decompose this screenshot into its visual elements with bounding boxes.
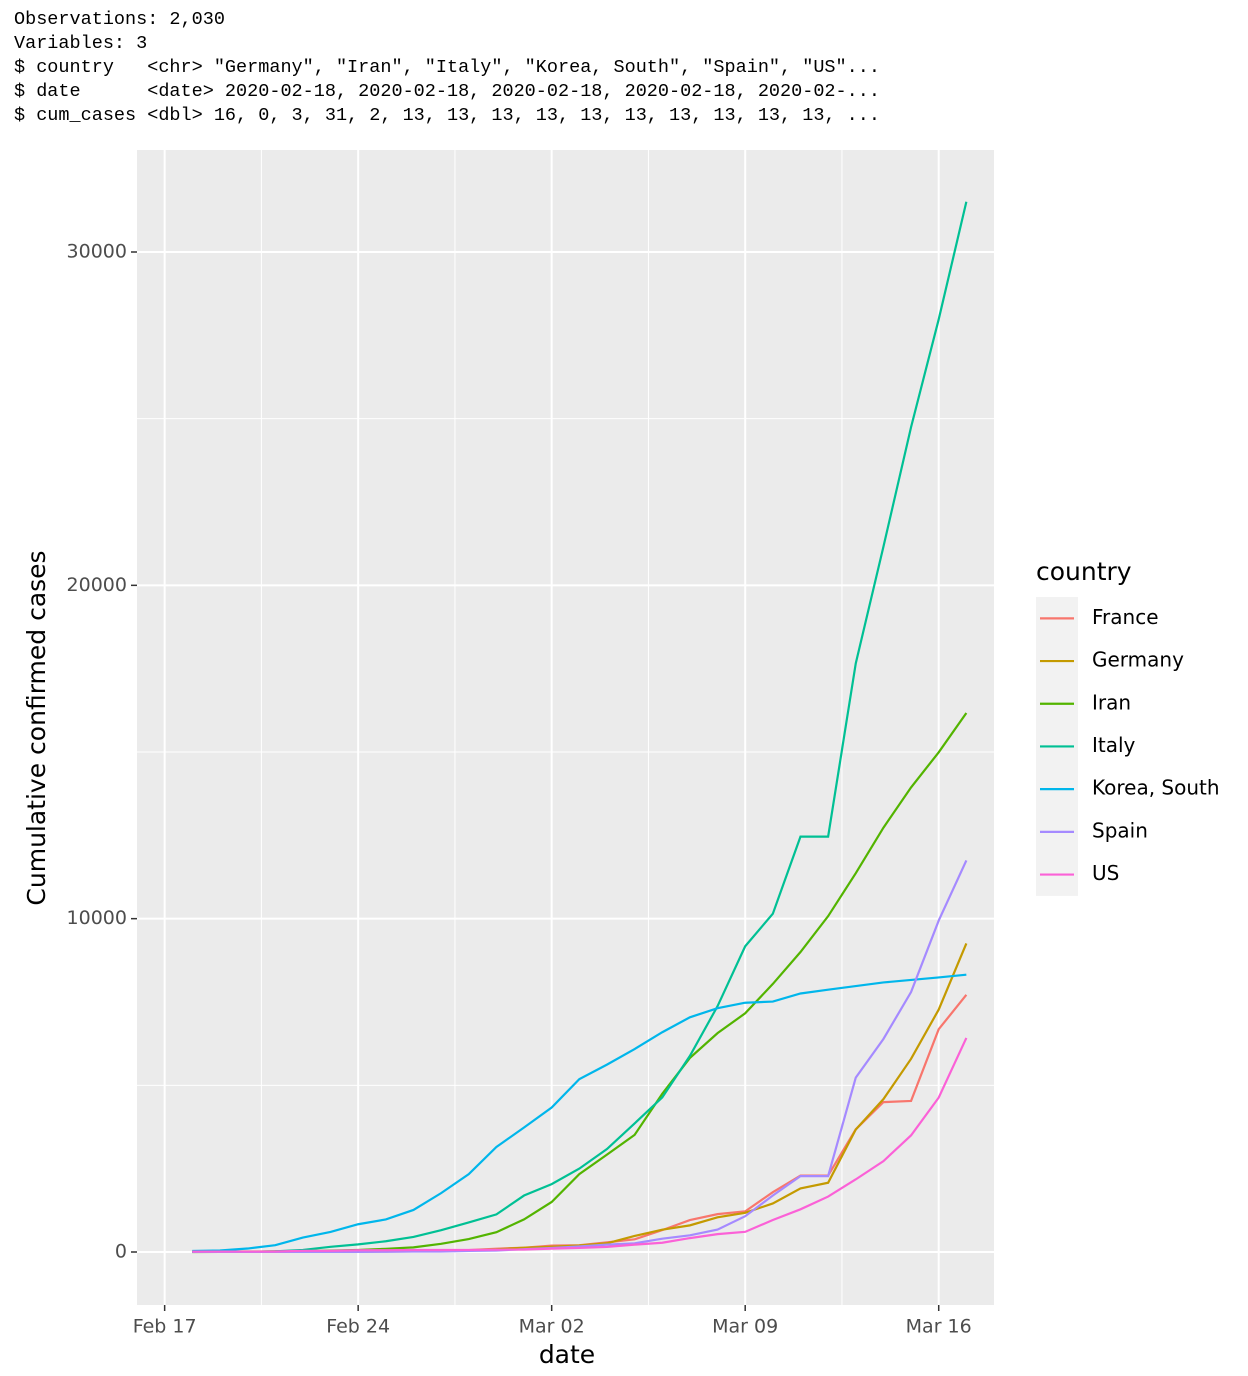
console-line: $ cum_cases <dbl> 16, 0, 3, 31, 2, 13, 1… <box>14 105 880 126</box>
x-tick-label: Feb 24 <box>326 1316 390 1338</box>
x-tick-label: Mar 02 <box>519 1316 585 1338</box>
plot-panel <box>137 150 994 1305</box>
y-tick-label: 10000 <box>67 907 127 929</box>
legend-label: Spain <box>1092 818 1148 842</box>
x-axis-title: date <box>539 1340 595 1369</box>
console-line: Variables: 3 <box>14 33 148 54</box>
legend-title: country <box>1036 557 1132 586</box>
console-output: Observations: 2,030 Variables: 3 $ country… <box>14 8 880 128</box>
y-axis-title: Cumulative confirmed cases <box>22 550 51 905</box>
x-tick-label: Mar 09 <box>712 1316 778 1338</box>
y-tick-label: 20000 <box>67 574 127 596</box>
legend-label: France <box>1092 605 1159 629</box>
series-line <box>192 201 968 1253</box>
console-line: $ date <date> 2020-02-18, 2020-02-18, 20… <box>14 81 880 102</box>
y-tick-label: 30000 <box>67 241 127 263</box>
x-tick-label: Mar 16 <box>906 1316 972 1338</box>
legend-label: Korea, South <box>1092 776 1220 800</box>
legend-label: Germany <box>1092 648 1184 672</box>
series-line <box>192 973 967 1253</box>
legend-label: Italy <box>1092 733 1136 757</box>
legend-label: Iran <box>1092 690 1131 714</box>
console-line: Observations: 2,030 <box>14 9 225 30</box>
series-line <box>192 1037 968 1253</box>
y-tick-label: 0 <box>115 1241 127 1263</box>
x-tick-label: Feb 17 <box>133 1316 197 1338</box>
legend-label: US <box>1092 861 1119 885</box>
console-line: $ country <chr> "Germany", "Iran", "Ital… <box>14 57 880 78</box>
